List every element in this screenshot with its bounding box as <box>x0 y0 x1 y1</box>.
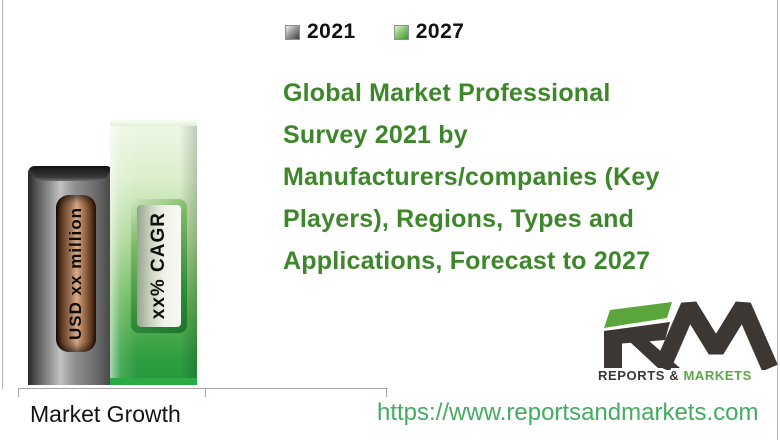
rm-monogram-icon <box>604 301 778 370</box>
title-line-3: Manufacturers/companies (Key <box>283 163 660 191</box>
logo-m-shape <box>654 301 778 370</box>
logo-text-reports: REPORTS & <box>598 368 680 383</box>
legend-item-2021: 2021 <box>285 20 356 44</box>
bar-2021-value-badge: USD xx million <box>56 195 96 352</box>
legend-label-2021: 2021 <box>307 20 356 43</box>
bar-2027-bottom-edge <box>110 378 197 385</box>
bar-2027-top-bevel <box>110 119 197 126</box>
legend-label-2027: 2027 <box>415 20 465 43</box>
bar-2027-value-badge: xx% CAGR <box>131 199 187 333</box>
title-line-1: Global Market Professional <box>283 79 611 107</box>
title-line-2: Survey 2021 by <box>283 121 468 149</box>
bar-2021-top-bevel <box>28 166 113 181</box>
logo-r-stem <box>604 329 622 368</box>
x-axis-line <box>18 388 388 389</box>
chart-legend: 2021 2027 <box>285 20 464 44</box>
website-url-link[interactable]: https://www.reportsandmarkets.com <box>377 399 759 426</box>
legend-item-2027: 2027 <box>393 20 465 44</box>
report-title: Global Market Professional Survey 2021 b… <box>283 72 723 282</box>
x-axis-tick <box>205 388 206 397</box>
right-border-line <box>777 0 778 440</box>
x-axis-tick <box>18 388 19 397</box>
bar-2027-value-label: xx% CAGR <box>148 212 169 320</box>
bar-2027-value-panel: xx% CAGR <box>137 205 181 327</box>
x-axis-tick <box>386 388 387 397</box>
title-line-5: Applications, Forecast to 2027 <box>283 247 651 275</box>
category-label: Market Growth <box>30 401 181 427</box>
legend-swatch-2027 <box>393 24 409 40</box>
title-line-4: Players), Regions, Types and <box>283 205 635 233</box>
left-border-line <box>2 0 3 389</box>
reports-and-markets-logo: REPORTS & MARKETS <box>596 298 778 390</box>
logo-r-green-bar <box>604 302 672 328</box>
legend-swatch-2021 <box>285 24 300 40</box>
bar-2021-value-label: USD xx million <box>66 206 85 341</box>
logo-text-markets: MARKETS <box>683 368 752 383</box>
logo-wordmark: REPORTS & MARKETS <box>598 368 776 383</box>
